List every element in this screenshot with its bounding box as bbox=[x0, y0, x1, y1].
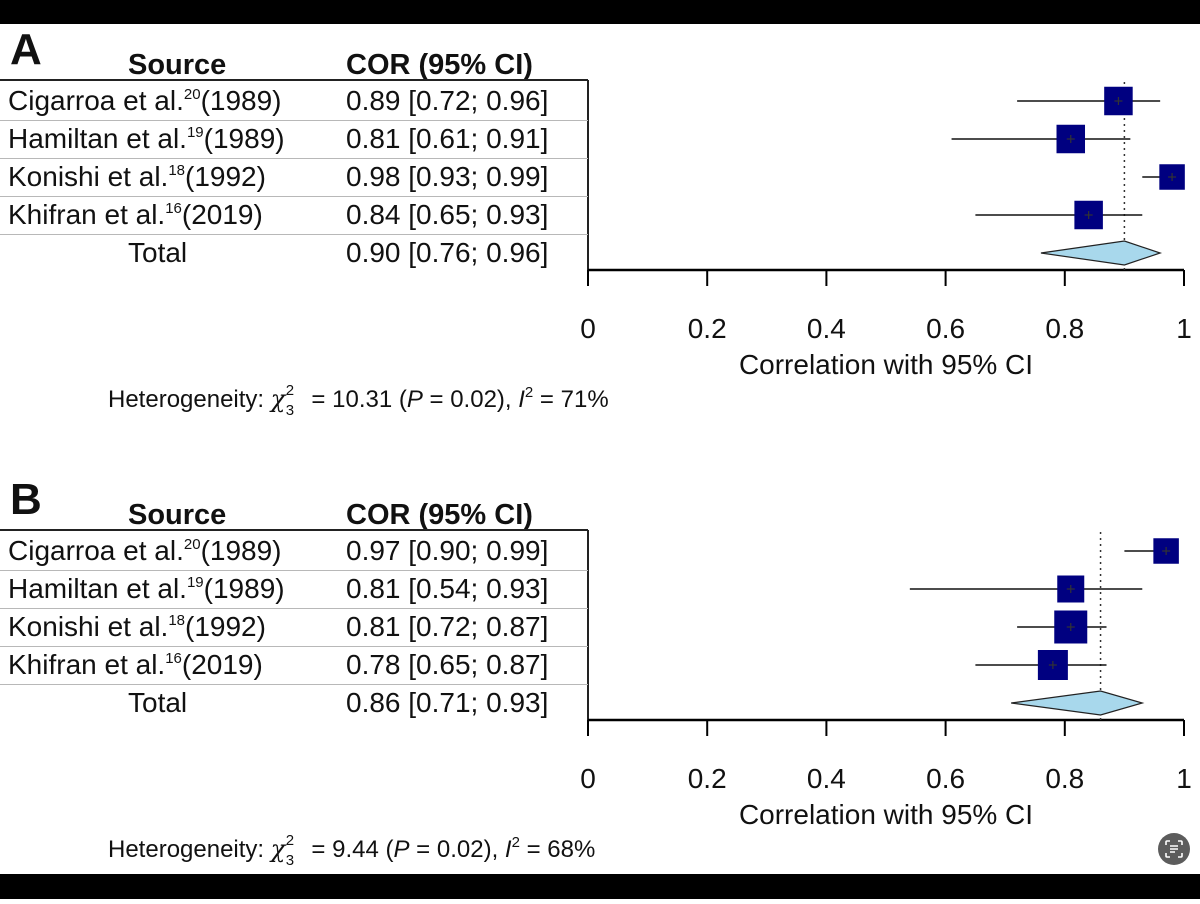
study-row: Konishi et al.18(1992) 0.81 [0.72; 0.87] bbox=[0, 608, 588, 646]
study-cor: 0.81 [0.54; 0.93] bbox=[346, 573, 549, 604]
row-divider bbox=[0, 196, 588, 197]
study-cor: 0.78 [0.65; 0.87] bbox=[346, 649, 549, 680]
study-source: Hamiltan et al.19(1989) bbox=[8, 573, 285, 604]
x-tick-label: 0 bbox=[580, 313, 596, 344]
panel-label: B bbox=[10, 475, 42, 524]
x-tick-label: 0.4 bbox=[807, 763, 846, 794]
panel-label: A bbox=[10, 25, 42, 74]
top-black-bar bbox=[0, 0, 1200, 24]
study-row: Konishi et al.18(1992) 0.98 [0.93; 0.99] bbox=[0, 158, 588, 196]
study-row: Cigarroa et al.20(1989) 0.97 [0.90; 0.99… bbox=[0, 532, 588, 570]
study-cor: 0.97 [0.90; 0.99] bbox=[346, 535, 549, 566]
study-source: Cigarroa et al.20(1989) bbox=[8, 535, 282, 566]
study-cor: 0.98 [0.93; 0.99] bbox=[346, 161, 549, 192]
table-plot-divider bbox=[587, 530, 589, 720]
x-axis-label: Correlation with 95% CI bbox=[738, 349, 1034, 380]
header-divider bbox=[0, 529, 588, 531]
total-row: Total 0.90 [0.76; 0.96] bbox=[0, 234, 588, 272]
x-tick-label: 0 bbox=[580, 763, 596, 794]
header-divider bbox=[0, 79, 588, 81]
study-source: Khifran et al.16(2019) bbox=[8, 649, 263, 680]
study-source: Khifran et al.16(2019) bbox=[8, 199, 263, 230]
column-header-source: Source bbox=[128, 49, 227, 81]
total-label: Total bbox=[128, 687, 188, 718]
row-divider bbox=[0, 684, 588, 685]
row-divider bbox=[0, 120, 588, 121]
x-tick-label: 0.2 bbox=[688, 763, 727, 794]
total-row: Total 0.86 [0.71; 0.93] bbox=[0, 684, 588, 722]
row-divider bbox=[0, 646, 588, 647]
study-source: Cigarroa et al.20(1989) bbox=[8, 85, 282, 116]
study-cor: 0.89 [0.72; 0.96] bbox=[346, 85, 549, 116]
row-divider bbox=[0, 608, 588, 609]
forest-plot-panel-a: A Source COR (95% CI) Cigarroa et al.20(… bbox=[0, 24, 1200, 454]
forest-plot-svg: 0 0.2 0.4 0.6 0.8 1 bbox=[580, 532, 1192, 794]
study-cor: 0.84 [0.65; 0.93] bbox=[346, 199, 549, 230]
x-tick-label: 0.4 bbox=[807, 313, 846, 344]
x-tick-label: 1 bbox=[1176, 313, 1192, 344]
x-axis-label: Correlation with 95% CI bbox=[738, 799, 1034, 830]
x-tick-label: 1 bbox=[1176, 763, 1192, 794]
total-cor: 0.90 [0.76; 0.96] bbox=[346, 237, 549, 268]
total-cor: 0.86 [0.71; 0.93] bbox=[346, 687, 549, 718]
study-source: Konishi et al.18(1992) bbox=[8, 161, 266, 192]
forest-plot-panel-b: B Source COR (95% CI) Cigarroa et al.20(… bbox=[0, 474, 1200, 904]
study-row: Khifran et al.16(2019) 0.84 [0.65; 0.93] bbox=[0, 196, 588, 234]
x-tick-label: 0.8 bbox=[1045, 313, 1084, 344]
column-header-cor: COR (95% CI) bbox=[346, 499, 533, 531]
row-divider bbox=[0, 158, 588, 159]
row-divider bbox=[0, 234, 588, 235]
study-row: Cigarroa et al.20(1989) 0.89 [0.72; 0.96… bbox=[0, 82, 588, 120]
bottom-black-bar bbox=[0, 874, 1200, 899]
column-header-source: Source bbox=[128, 499, 227, 531]
x-tick-label: 0.2 bbox=[688, 313, 727, 344]
x-tick-label: 0.8 bbox=[1045, 763, 1084, 794]
table-plot-divider bbox=[587, 80, 589, 270]
study-row: Khifran et al.16(2019) 0.78 [0.65; 0.87] bbox=[0, 646, 588, 684]
text-scan-button[interactable] bbox=[1158, 833, 1190, 865]
text-scan-icon bbox=[1165, 840, 1183, 858]
x-tick-label: 0.6 bbox=[926, 313, 965, 344]
forest-plot-svg: 0 0.2 0.4 0.6 0.8 1 bbox=[580, 82, 1192, 344]
total-label: Total bbox=[128, 237, 188, 268]
study-cor: 0.81 [0.61; 0.91] bbox=[346, 123, 549, 154]
study-source: Hamiltan et al.19(1989) bbox=[8, 123, 285, 154]
study-cor: 0.81 [0.72; 0.87] bbox=[346, 611, 549, 642]
summary-diamond bbox=[1040, 240, 1163, 266]
x-tick-label: 0.6 bbox=[926, 763, 965, 794]
row-divider bbox=[0, 570, 588, 571]
study-row: Hamiltan et al.19(1989) 0.81 [0.61; 0.91… bbox=[0, 120, 588, 158]
study-row: Hamiltan et al.19(1989) 0.81 [0.54; 0.93… bbox=[0, 570, 588, 608]
study-source: Konishi et al.18(1992) bbox=[8, 611, 266, 642]
column-header-cor: COR (95% CI) bbox=[346, 49, 533, 81]
summary-diamond bbox=[1011, 690, 1145, 716]
